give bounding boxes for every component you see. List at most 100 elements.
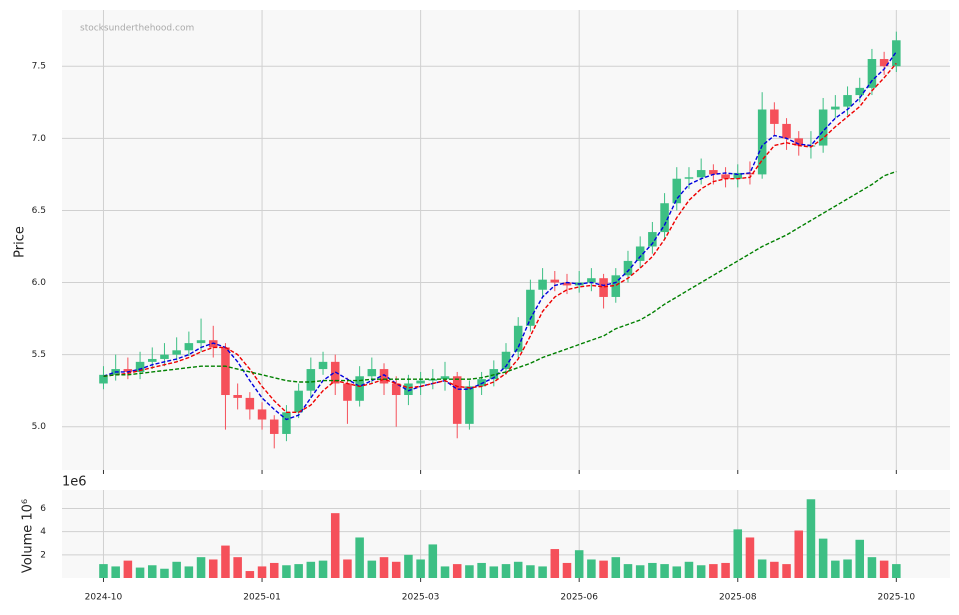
candle-body bbox=[611, 275, 621, 297]
volume-tick-label: 6 bbox=[40, 504, 46, 514]
watermark: stocksunderthehood.com bbox=[80, 24, 194, 34]
candle-body bbox=[672, 178, 682, 204]
volume-bar bbox=[465, 565, 474, 578]
candle-body bbox=[513, 325, 523, 352]
x-tick-label: 2025-10 bbox=[878, 593, 916, 603]
volume-bar bbox=[428, 544, 438, 578]
candle-body bbox=[294, 390, 303, 413]
y-axis-label: Price bbox=[13, 226, 28, 258]
candle-body bbox=[818, 109, 828, 146]
candle-body bbox=[135, 361, 145, 372]
moving-average-line bbox=[103, 170, 897, 383]
moving-average-line bbox=[103, 51, 897, 421]
volume-bar bbox=[526, 565, 535, 578]
volume-bar bbox=[367, 560, 377, 578]
candle-body bbox=[318, 361, 328, 370]
candle-body bbox=[233, 395, 242, 398]
volume-tick-label: 4 bbox=[40, 527, 46, 537]
candle-body bbox=[160, 354, 169, 359]
x-tick-label: 2025-06 bbox=[560, 593, 598, 603]
candle-body bbox=[879, 59, 889, 67]
volume-bar bbox=[599, 560, 608, 578]
candle-body bbox=[892, 40, 901, 67]
volume-bar bbox=[709, 564, 718, 578]
volume-axis-label: Volume 10⁶ bbox=[21, 499, 36, 573]
candle-body bbox=[172, 350, 181, 355]
volume-bar bbox=[745, 537, 755, 578]
candle-body bbox=[221, 347, 230, 396]
volume-bar bbox=[172, 561, 181, 578]
volume-bar bbox=[513, 561, 523, 578]
candle-body bbox=[452, 376, 462, 424]
volume-bar bbox=[550, 549, 560, 578]
volume-bar bbox=[538, 566, 547, 578]
volume-bar bbox=[843, 559, 852, 578]
candle-body bbox=[391, 383, 401, 396]
volume-bar bbox=[306, 561, 316, 578]
y-tick-label: 6.0 bbox=[32, 278, 47, 288]
volume-bar bbox=[135, 567, 145, 578]
candle-body bbox=[245, 397, 255, 410]
candle-body bbox=[196, 340, 206, 344]
candle-body bbox=[635, 246, 645, 261]
y-tick-label: 7.5 bbox=[32, 62, 46, 72]
volume-bar bbox=[782, 564, 791, 578]
volume-bar bbox=[794, 530, 804, 578]
candle-body bbox=[257, 409, 267, 420]
volume-bar bbox=[733, 529, 743, 578]
volume-bar bbox=[196, 557, 206, 578]
candle-body bbox=[599, 278, 608, 297]
volume-bar bbox=[867, 557, 877, 578]
volume-bar bbox=[184, 566, 194, 578]
volume-bar bbox=[208, 559, 218, 578]
volume-bar bbox=[440, 566, 450, 578]
volume-bar bbox=[696, 565, 706, 578]
candle-body bbox=[123, 369, 133, 372]
volume-bar bbox=[489, 566, 499, 578]
candle-body bbox=[343, 383, 352, 401]
candle-body bbox=[526, 289, 535, 326]
price-panel bbox=[62, 10, 950, 470]
candle-body bbox=[269, 419, 279, 434]
volume-bar bbox=[343, 559, 352, 578]
candle-body bbox=[660, 203, 669, 233]
volume-bar bbox=[99, 564, 108, 578]
candle-body bbox=[282, 412, 291, 434]
volume-bar bbox=[574, 550, 584, 578]
volume-bar bbox=[635, 565, 645, 578]
candle-body bbox=[770, 109, 779, 124]
volume-bar bbox=[672, 566, 682, 578]
y-tick-label: 7.0 bbox=[32, 134, 47, 144]
volume-bar bbox=[282, 565, 291, 578]
volume-bar bbox=[269, 562, 279, 578]
candle-body bbox=[355, 376, 364, 401]
candle-body bbox=[367, 369, 377, 377]
candle-body bbox=[501, 351, 511, 370]
volume-bar bbox=[623, 564, 633, 578]
volume-bar bbox=[648, 562, 657, 578]
x-tick-label: 2025-03 bbox=[402, 593, 440, 603]
volume-bar bbox=[452, 564, 462, 578]
candle-body bbox=[648, 232, 657, 247]
candle-body bbox=[465, 386, 474, 424]
volume-bar bbox=[318, 560, 328, 578]
volume-bar bbox=[355, 537, 364, 578]
candle-body bbox=[562, 282, 572, 286]
candle-body bbox=[538, 279, 547, 290]
y-tick-label: 5.5 bbox=[32, 350, 46, 360]
volume-bar bbox=[160, 568, 169, 578]
volume-bar bbox=[855, 539, 865, 578]
candle-body bbox=[306, 369, 316, 391]
volume-bar bbox=[660, 564, 669, 578]
moving-average-line bbox=[103, 62, 897, 413]
volume-bar bbox=[501, 564, 511, 578]
candle-body bbox=[684, 177, 694, 179]
candle-body bbox=[733, 172, 743, 179]
candle-body bbox=[745, 172, 755, 175]
volume-bar bbox=[123, 560, 133, 578]
candle-body bbox=[99, 374, 108, 384]
volume-bar bbox=[257, 566, 267, 578]
volume-bar bbox=[806, 499, 816, 578]
candle-body bbox=[404, 383, 413, 396]
